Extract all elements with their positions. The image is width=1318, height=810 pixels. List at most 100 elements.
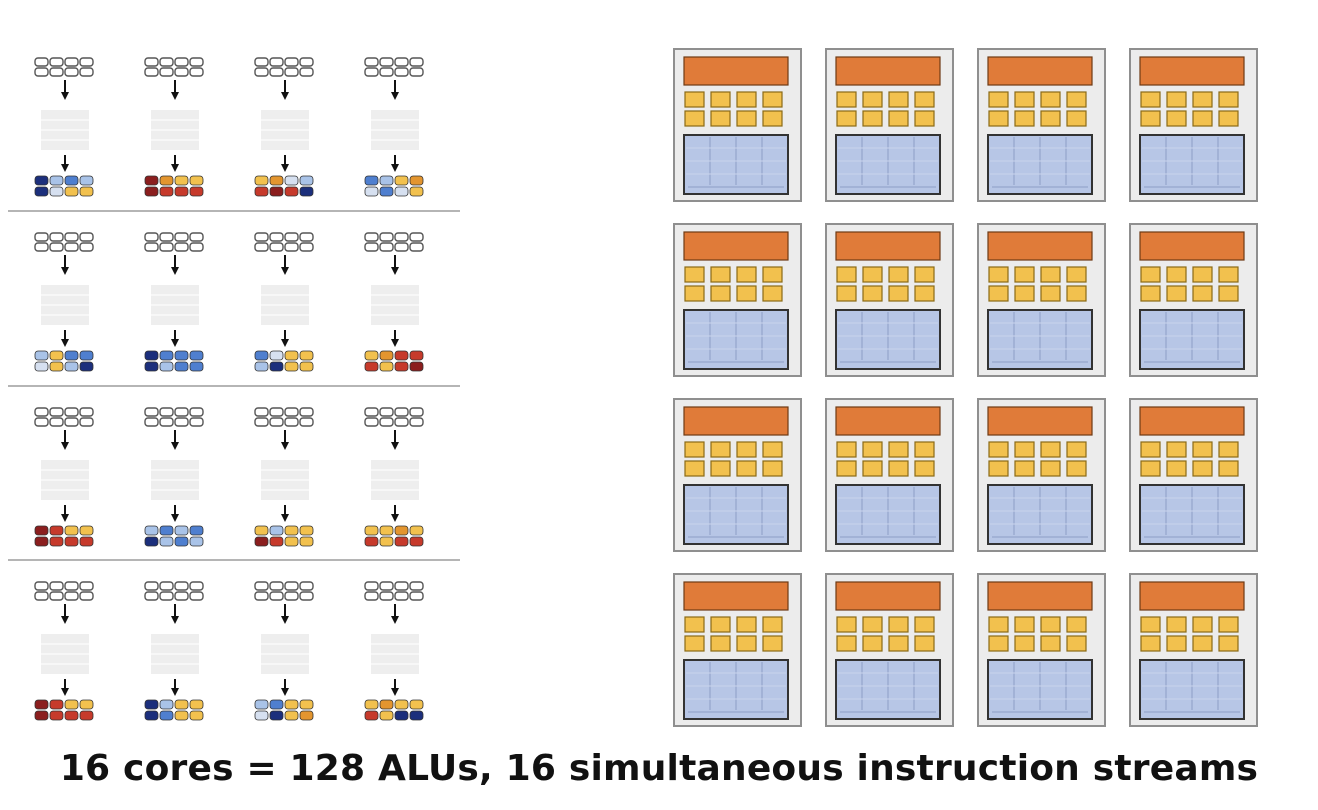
output-element: [254, 710, 269, 721]
alu: [1218, 460, 1239, 477]
input-element: [174, 57, 189, 67]
instruction-block: [371, 110, 419, 150]
alu: [1040, 616, 1061, 633]
down-arrow-icon: [61, 514, 69, 522]
instruction-stream: [34, 407, 94, 547]
alu: [1040, 110, 1061, 127]
output-element: [174, 361, 189, 372]
output-element: [409, 350, 424, 361]
alu: [1140, 285, 1161, 302]
alu: [1218, 441, 1239, 458]
core: [825, 48, 954, 202]
output-element: [394, 699, 409, 710]
output-element: [144, 699, 159, 710]
input-element: [409, 57, 424, 67]
output-element: [174, 525, 189, 536]
output-element: [269, 536, 284, 547]
core: [673, 398, 802, 552]
input-element: [79, 67, 94, 77]
instruction-stream: [34, 581, 94, 721]
down-arrow-icon: [171, 92, 179, 100]
input-element: [254, 67, 269, 77]
output-element: [284, 536, 299, 547]
input-element: [174, 232, 189, 242]
execution-context: [683, 309, 789, 370]
input-element: [379, 417, 394, 427]
instruction-stream: [364, 407, 424, 547]
instruction-stream: [254, 581, 314, 721]
input-element: [299, 407, 314, 417]
input-element: [269, 417, 284, 427]
down-arrow-icon: [281, 339, 289, 347]
output-element: [159, 175, 174, 186]
input-element: [284, 591, 299, 601]
down-arrow-icon: [171, 267, 179, 275]
instruction-block: [41, 285, 89, 325]
input-element: [159, 232, 174, 242]
input-element: [159, 57, 174, 67]
instruction-stream: [144, 57, 204, 197]
down-arrow-icon: [61, 339, 69, 347]
alu: [1066, 616, 1087, 633]
fetch-decode-unit: [835, 56, 941, 86]
output-element: [299, 536, 314, 547]
input-element: [144, 407, 159, 417]
execution-context: [1139, 484, 1245, 545]
input-element: [174, 407, 189, 417]
alu: [1066, 285, 1087, 302]
alu: [888, 110, 909, 127]
input-element: [364, 581, 379, 591]
alu: [888, 266, 909, 283]
execution-context: [835, 484, 941, 545]
output-element: [254, 525, 269, 536]
input-element: [144, 67, 159, 77]
core: [825, 398, 954, 552]
alu: [710, 285, 731, 302]
alu: [836, 441, 857, 458]
output-element: [174, 536, 189, 547]
down-arrow-icon: [171, 688, 179, 696]
input-element: [364, 407, 379, 417]
execution-context: [683, 484, 789, 545]
input-element: [64, 581, 79, 591]
alu: [684, 441, 705, 458]
output-element: [379, 525, 394, 536]
down-arrow-icon: [391, 688, 399, 696]
output-element: [254, 350, 269, 361]
input-element: [49, 591, 64, 601]
output-element: [159, 699, 174, 710]
output-element: [79, 525, 94, 536]
instruction-stream: [144, 232, 204, 372]
down-arrow-icon: [61, 92, 69, 100]
output-element: [189, 361, 204, 372]
output-element: [394, 350, 409, 361]
alu: [1040, 460, 1061, 477]
alu: [710, 110, 731, 127]
input-element: [79, 591, 94, 601]
down-arrow-icon: [391, 92, 399, 100]
alu: [710, 460, 731, 477]
instruction-block: [41, 110, 89, 150]
alu: [862, 91, 883, 108]
alu: [1066, 460, 1087, 477]
alu: [836, 110, 857, 127]
input-element: [379, 407, 394, 417]
alu: [1166, 91, 1187, 108]
down-arrow-icon: [171, 339, 179, 347]
alu: [1218, 616, 1239, 633]
input-element: [409, 242, 424, 252]
instruction-stream: [254, 407, 314, 547]
output-element: [64, 699, 79, 710]
execution-context: [987, 309, 1093, 370]
fetch-decode-unit: [835, 581, 941, 611]
alu: [836, 91, 857, 108]
alu: [988, 460, 1009, 477]
alu: [1192, 266, 1213, 283]
output-element: [299, 175, 314, 186]
execution-context: [1139, 659, 1245, 720]
instruction-stream: [364, 57, 424, 197]
instruction-stream: [144, 581, 204, 721]
output-element: [269, 186, 284, 197]
input-element: [144, 581, 159, 591]
instruction-block: [151, 634, 199, 674]
